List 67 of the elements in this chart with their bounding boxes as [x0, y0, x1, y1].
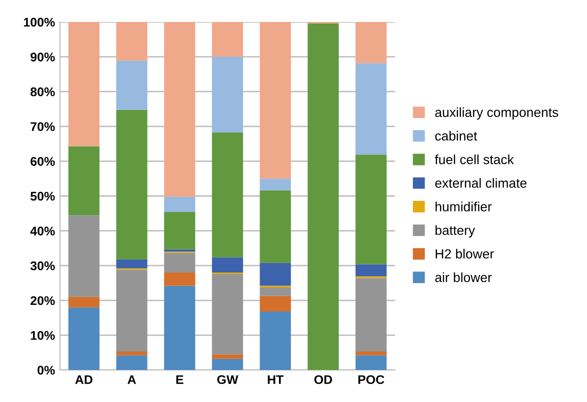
bar	[260, 262, 291, 286]
bar	[212, 354, 244, 359]
bar	[260, 22, 291, 179]
bar	[212, 22, 244, 57]
legend-label: humidifier	[436, 202, 492, 212]
bar	[164, 252, 196, 273]
bar	[116, 352, 148, 356]
x-tick-label: GW	[217, 375, 238, 384]
y-tick-label: 70%	[30, 122, 55, 132]
bar	[356, 278, 387, 352]
y-tick-label: 80%	[30, 87, 55, 96]
bar	[164, 249, 196, 252]
bar	[68, 146, 100, 216]
bar	[68, 296, 100, 308]
bar	[164, 286, 196, 370]
bar	[68, 307, 100, 370]
x-tick-label: AD	[75, 375, 92, 384]
legend-label: battery	[436, 225, 475, 238]
legend-label: cabinet	[435, 130, 478, 141]
bar	[260, 178, 291, 190]
bar	[356, 154, 387, 264]
bar	[356, 63, 387, 155]
bar	[116, 270, 148, 352]
bar	[356, 22, 387, 64]
y-tick-label: 20%	[30, 296, 55, 306]
bar	[260, 312, 291, 370]
bar	[116, 22, 148, 61]
bar	[164, 196, 196, 212]
y-tick-label: 10%	[30, 331, 55, 340]
x-tick-label: OD	[314, 375, 332, 384]
bar	[212, 56, 244, 132]
legend-label: auxiliary components	[435, 107, 558, 120]
bar	[116, 259, 148, 268]
bar	[356, 352, 387, 356]
bar	[164, 272, 196, 286]
y-tick-label: 60%	[30, 157, 55, 166]
bar	[212, 257, 244, 273]
x-tick-label: POC	[358, 375, 384, 384]
y-tick-label: 50%	[30, 192, 55, 201]
x-tick-label: E	[176, 375, 184, 384]
bar	[164, 22, 196, 197]
bar	[212, 132, 244, 258]
bar	[68, 215, 100, 297]
bar	[164, 212, 196, 250]
bar	[116, 110, 148, 260]
y-tick-label: 90%	[30, 52, 55, 62]
legend-label: air blower	[435, 272, 492, 282]
bar	[68, 22, 100, 146]
legend-label: fuel cell stack	[434, 154, 514, 164]
y-tick-label: 100%	[24, 18, 55, 27]
bar	[260, 288, 291, 296]
bar	[308, 23, 339, 370]
legend-label: external climate	[435, 178, 526, 188]
bar	[260, 296, 291, 312]
y-tick-label: 30%	[30, 261, 55, 270]
y-tick-label: 0%	[38, 366, 55, 375]
bar	[116, 60, 148, 110]
x-tick-label: A	[128, 375, 136, 384]
bar	[356, 355, 387, 370]
x-tick-label: HT	[268, 375, 284, 384]
bar	[212, 358, 244, 370]
bar	[260, 190, 291, 263]
y-tick-label: 40%	[30, 226, 55, 236]
legend-label: H2 blower	[436, 248, 494, 259]
bar	[356, 264, 387, 276]
bar	[212, 274, 244, 354]
bar	[116, 355, 148, 370]
